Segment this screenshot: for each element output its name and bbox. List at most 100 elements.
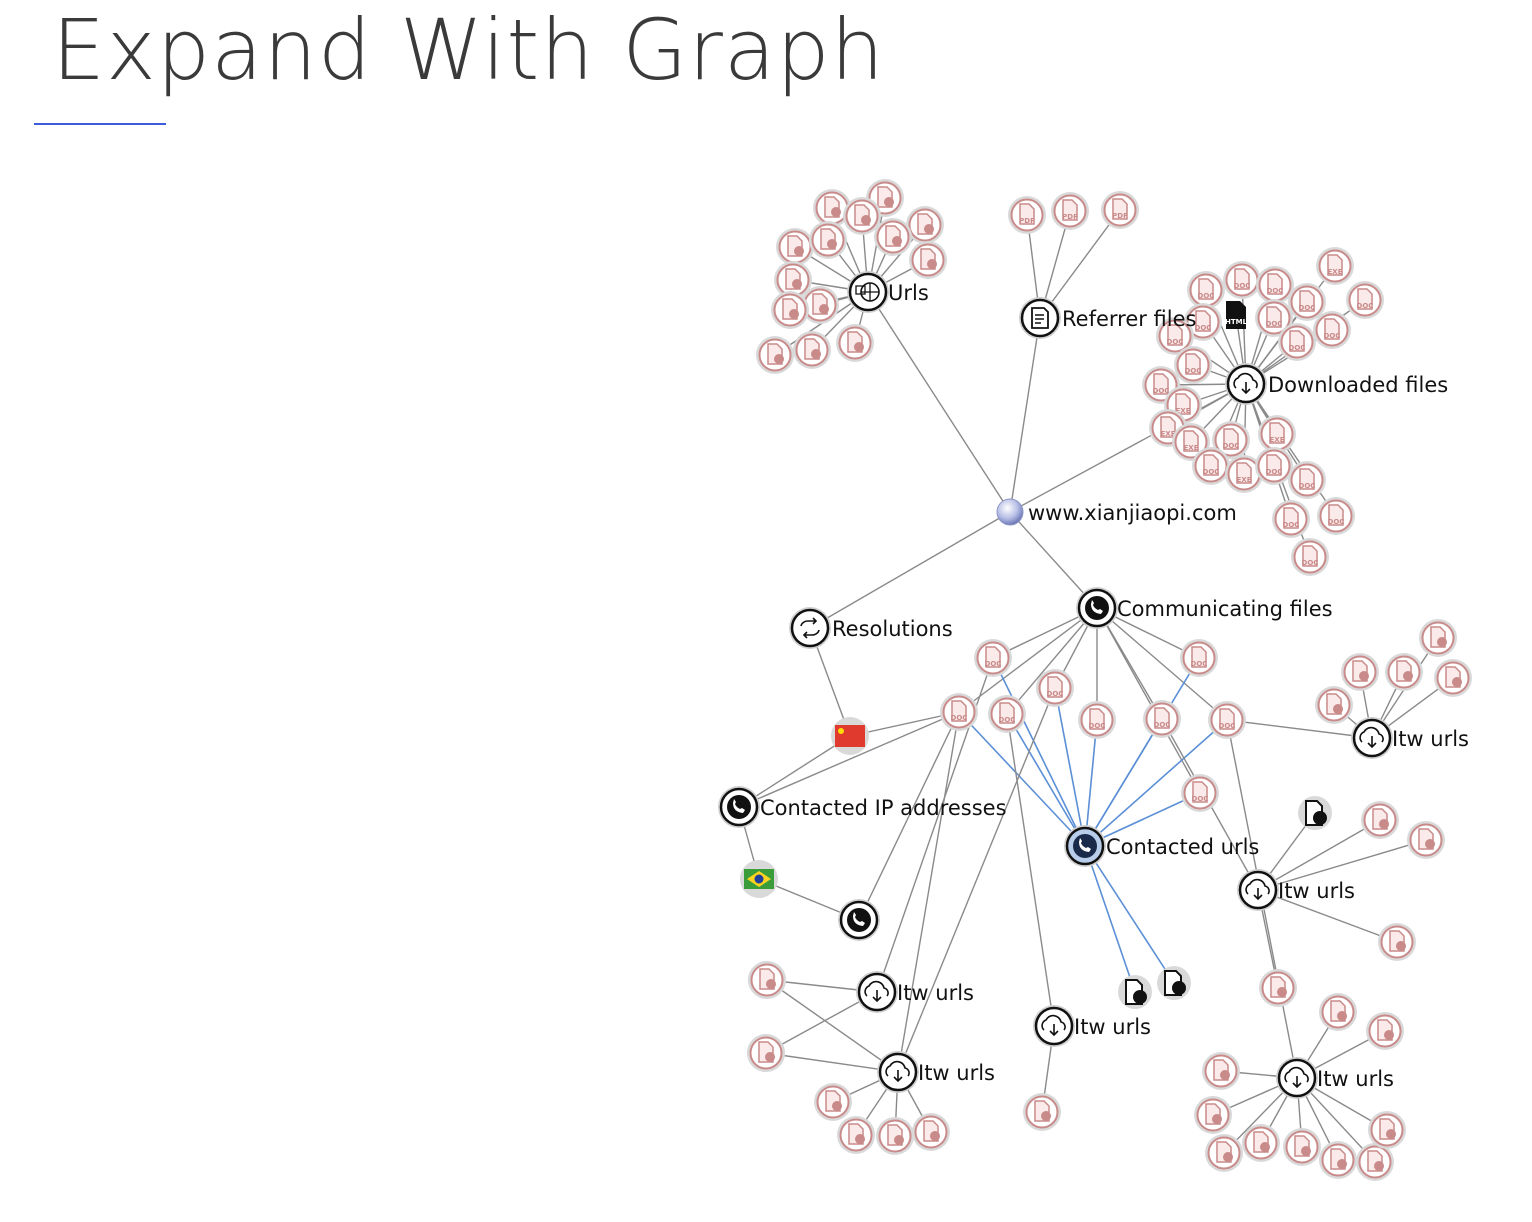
url-file-node[interactable] xyxy=(747,1034,785,1072)
url-file-node[interactable] xyxy=(1378,923,1416,961)
url-file-node[interactable] xyxy=(876,1117,914,1155)
svg-text:PDF: PDF xyxy=(1062,213,1078,221)
doc-file-node[interactable]: DOC xyxy=(988,695,1026,733)
doc-file-node[interactable]: DOC xyxy=(1208,701,1246,739)
url-file-node[interactable] xyxy=(837,1116,875,1154)
urls-hub-node[interactable] xyxy=(847,271,889,313)
url-file-node[interactable] xyxy=(793,331,831,369)
itw-urls-label: Itw urls xyxy=(897,981,974,1005)
doc-file-node[interactable]: DOC xyxy=(1317,497,1355,535)
url-file-node[interactable] xyxy=(1407,821,1445,859)
cloud-download-icon xyxy=(864,980,889,997)
url-file-node[interactable] xyxy=(814,1083,852,1121)
doc-file-node[interactable]: DOC xyxy=(1346,281,1384,319)
doc-file-node[interactable]: DOC xyxy=(1256,266,1294,304)
url-file-node[interactable] xyxy=(1319,1141,1357,1179)
resolutions-icon xyxy=(800,617,820,639)
url-file-node[interactable] xyxy=(1366,1012,1404,1050)
itw-urls-hub-node[interactable] xyxy=(1237,869,1279,911)
url-file-node[interactable] xyxy=(843,197,881,235)
doc-file-node[interactable]: DOC xyxy=(1291,538,1329,576)
itw-urls-hub-node[interactable] xyxy=(1033,1005,1075,1047)
doc-file-node[interactable]: DOC xyxy=(1036,669,1074,707)
url-file-node[interactable] xyxy=(1259,969,1297,1007)
url-file-node[interactable] xyxy=(1023,1093,1061,1131)
url-file-node[interactable] xyxy=(1315,686,1353,724)
url-report-node[interactable] xyxy=(1118,975,1152,1009)
doc-file-node[interactable]: DOC xyxy=(940,693,978,731)
doc-file-node[interactable]: DOC xyxy=(1156,317,1194,355)
doc-file-node[interactable]: DOC xyxy=(1255,447,1293,485)
url-file-node[interactable] xyxy=(1368,1111,1406,1149)
doc-file-node[interactable]: DOC xyxy=(1272,500,1310,538)
doc-file-node[interactable]: DOC xyxy=(1192,447,1230,485)
doc-file-node[interactable]: DOC xyxy=(1278,323,1316,361)
brazil-flag-icon[interactable] xyxy=(740,860,778,898)
doc-file-node[interactable]: DOC xyxy=(1212,421,1250,459)
url-file-node[interactable] xyxy=(809,221,847,259)
url-file-node[interactable] xyxy=(776,228,814,266)
itw-urls-hub-node[interactable] xyxy=(877,1051,919,1093)
itw-urls-hub-node[interactable] xyxy=(856,971,898,1013)
contacted-ips-hub-node[interactable] xyxy=(718,786,760,828)
url-file-node[interactable] xyxy=(909,241,947,279)
doc-file-node[interactable]: DOC xyxy=(1223,261,1261,299)
contacted-ip-node[interactable] xyxy=(838,899,880,941)
url-file-node[interactable] xyxy=(1194,1096,1232,1134)
url-file-node[interactable] xyxy=(1283,1128,1321,1166)
url-file-node[interactable] xyxy=(813,189,851,227)
url-file-node[interactable] xyxy=(801,286,839,324)
downloaded-files-hub-node[interactable] xyxy=(1225,363,1267,405)
doc-file-node[interactable]: EXE xyxy=(1258,415,1296,453)
highlight-edge xyxy=(1054,687,1086,847)
doc-file-node[interactable]: DOC xyxy=(1143,700,1181,738)
doc-file-node[interactable]: EXE xyxy=(1316,247,1354,285)
doc-file-node[interactable]: EXE xyxy=(1172,423,1210,461)
url-file-node[interactable] xyxy=(906,206,944,244)
contacted-urls-hub-node[interactable] xyxy=(1064,825,1106,867)
url-file-node[interactable] xyxy=(1361,801,1399,839)
referrer-files-hub-node[interactable] xyxy=(1019,297,1061,339)
doc-file-node[interactable]: DOC xyxy=(1078,701,1116,739)
html-file-node[interactable]: HTML xyxy=(1225,301,1248,329)
url-file-node[interactable] xyxy=(1205,1134,1243,1172)
graph-edge xyxy=(1257,819,1381,891)
china-flag-icon[interactable] xyxy=(831,717,869,755)
highlight-edge xyxy=(992,657,1086,847)
doc-file-node[interactable]: DOC xyxy=(1313,311,1351,349)
url-file-node[interactable] xyxy=(1356,1143,1394,1181)
url-file-node[interactable] xyxy=(1434,659,1472,697)
url-file-node[interactable] xyxy=(1242,1124,1280,1162)
doc-file-node[interactable]: DOC xyxy=(1255,299,1293,337)
url-file-node[interactable] xyxy=(771,291,809,329)
pdf-file-node[interactable]: PDF xyxy=(1101,191,1139,229)
doc-file-node[interactable]: DOC xyxy=(1288,461,1326,499)
doc-file-node[interactable]: EXE xyxy=(1225,455,1263,493)
url-file-node[interactable] xyxy=(1385,653,1423,691)
url-file-node[interactable] xyxy=(756,336,794,374)
pdf-file-node[interactable]: PDF xyxy=(1051,192,1089,230)
doc-file-node[interactable]: DOC xyxy=(1288,283,1326,321)
url-file-node[interactable] xyxy=(1419,619,1457,657)
doc-file-node[interactable]: DOC xyxy=(974,639,1012,677)
url-report-node[interactable] xyxy=(1298,796,1332,830)
url-file-node[interactable] xyxy=(1202,1052,1240,1090)
url-report-node[interactable] xyxy=(1157,966,1191,1000)
resolutions-hub-node[interactable] xyxy=(789,607,831,649)
url-file-node[interactable] xyxy=(1341,653,1379,691)
doc-file-node[interactable]: DOC xyxy=(1174,346,1212,384)
url-file-node[interactable] xyxy=(748,961,786,999)
itw-urls-hub-node[interactable] xyxy=(1351,717,1393,759)
pdf-file-node[interactable]: PDF xyxy=(1008,196,1046,234)
doc-file-node[interactable]: DOC xyxy=(1181,774,1219,812)
itw-urls-hub-node[interactable] xyxy=(1276,1057,1318,1099)
globe-icon[interactable] xyxy=(996,498,1024,526)
url-file-node[interactable] xyxy=(912,1113,950,1151)
url-file-node[interactable] xyxy=(874,218,912,256)
doc-file-node[interactable]: DOC xyxy=(1180,639,1218,677)
url-file-node[interactable] xyxy=(836,324,874,362)
doc-file-node[interactable]: DOC xyxy=(1187,271,1225,309)
url-file-node[interactable] xyxy=(1319,993,1357,1031)
communicating-files-hub-node[interactable] xyxy=(1076,587,1118,629)
